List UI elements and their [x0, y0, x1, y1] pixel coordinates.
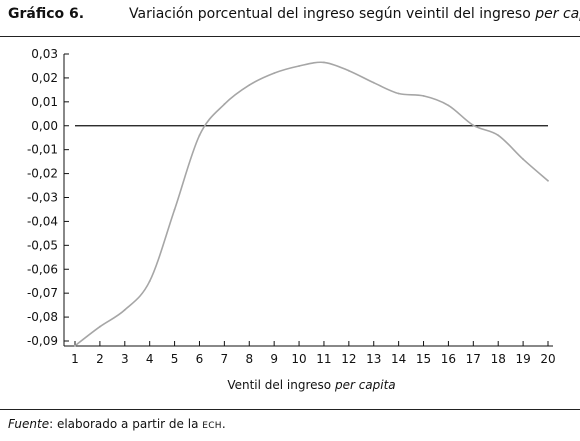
x-tick-label: 18	[491, 352, 506, 366]
series-line	[74, 61, 549, 347]
x-axis-title: Ventil del ingreso per capita	[227, 378, 395, 392]
y-tick-label: -0,01	[27, 143, 58, 157]
series-point	[472, 124, 475, 127]
series-point	[99, 325, 101, 328]
x-tick-label: 13	[366, 352, 381, 366]
y-tick-label: -0,08	[27, 310, 58, 324]
y-tick-label: -0,03	[27, 191, 58, 205]
x-tick-label: 16	[441, 352, 456, 366]
x-tick-label: 3	[121, 352, 129, 366]
x-tick-label: 20	[540, 352, 555, 366]
series-point	[422, 95, 425, 97]
series-point	[323, 61, 325, 64]
x-tick-label: 11	[316, 352, 331, 366]
x-tick-label: 15	[416, 352, 431, 366]
series-point	[547, 179, 549, 182]
series-point	[74, 344, 76, 347]
series-point	[298, 65, 300, 67]
series-point	[148, 280, 151, 283]
figure-label: Gráfico 6.	[8, 6, 85, 22]
y-tick-label: 0,03	[31, 47, 58, 61]
source-end: .	[221, 417, 226, 431]
x-tick-label: 2	[96, 352, 104, 366]
x-axis-title-main: Ventil del ingreso	[227, 378, 335, 392]
axes	[63, 54, 553, 347]
series-point	[347, 69, 350, 72]
chart-title-main: Variación porcentual del ingreso según v…	[129, 6, 536, 22]
x-tick-label: 17	[466, 352, 481, 366]
series-point	[522, 158, 524, 161]
series-point	[173, 208, 176, 211]
y-tick-label: 0,02	[31, 71, 58, 85]
series-point	[497, 134, 500, 137]
chart-header: Gráfico 6. Variación porcentual del ingr…	[8, 6, 580, 30]
y-axis-ticks: 0,03 0,02 0,01 0,00 -0,01 -0,02 -0,03 -0,04 -0,0…	[27, 47, 69, 348]
series-point	[198, 134, 201, 137]
plot-area	[74, 61, 549, 347]
x-tick-label: 12	[341, 352, 356, 366]
series-point	[273, 72, 276, 74]
y-tick-label: -0,02	[27, 167, 58, 181]
x-tick-label: 7	[221, 352, 229, 366]
chart-title-italic: per capita	[535, 6, 580, 22]
y-tick-label: -0,05	[27, 238, 58, 252]
line-chart: 0,03 0,02 0,01 0,00 -0,01 -0,02 -0,03 -0,04 -0,0…	[27, 47, 556, 392]
y-tick-label: -0,07	[27, 286, 58, 300]
series-point	[223, 103, 226, 106]
x-tick-label: 1	[71, 352, 79, 366]
x-axis-ticks: 1 2 3 4 5 6 7 8 9 10 11 12 13 14 15 16 17 18 19 20	[71, 341, 556, 366]
y-tick-label: -0,06	[27, 262, 58, 276]
x-tick-label: 10	[291, 352, 306, 366]
x-tick-label: 5	[171, 352, 179, 366]
x-tick-label: 6	[196, 352, 204, 366]
series-point	[397, 92, 400, 95]
top-rule	[0, 36, 580, 37]
bottom-rule	[0, 409, 580, 410]
source-text: : elaborado a partir de la	[49, 417, 203, 431]
x-tick-label: 4	[146, 352, 154, 366]
series-point	[447, 104, 450, 107]
source-label: Fuente	[8, 417, 50, 431]
y-tick-label: 0,00	[31, 119, 58, 133]
source-note: Fuente: elaborado a partir de la ECH.	[8, 417, 226, 431]
x-tick-label: 8	[245, 352, 253, 366]
x-tick-label: 19	[515, 352, 530, 366]
y-tick-label: -0,09	[27, 334, 58, 348]
series-point	[248, 84, 251, 86]
y-tick-label: -0,04	[27, 214, 58, 228]
chart-title: Variación porcentual del ingreso según v…	[129, 6, 580, 22]
series-point	[372, 81, 375, 84]
series-point	[123, 309, 126, 311]
x-tick-label: 9	[270, 352, 278, 366]
y-tick-label: 0,01	[31, 95, 58, 109]
source-abbreviation: ECH	[202, 421, 222, 431]
x-axis-title-italic: per capita	[334, 378, 396, 392]
x-tick-label: 14	[391, 352, 406, 366]
